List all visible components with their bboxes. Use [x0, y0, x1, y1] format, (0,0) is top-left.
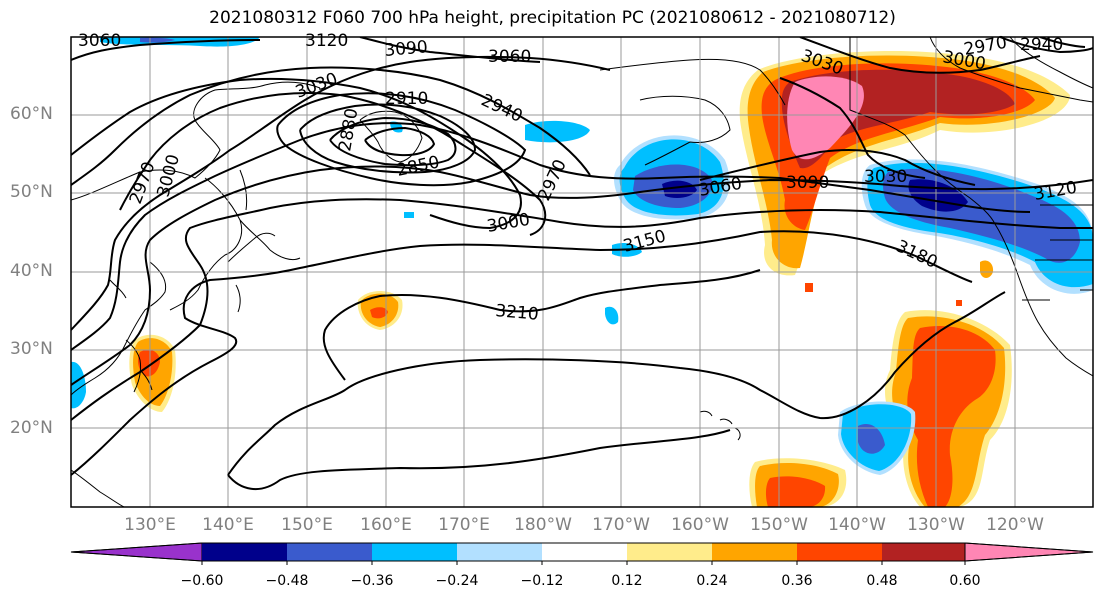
- precip-negative-small-5: [404, 212, 414, 218]
- lon-label: 170°E: [438, 515, 490, 535]
- map-title: 2021080312 F060 700 hPa height, precipit…: [209, 8, 896, 28]
- lon-label: 170°W: [592, 515, 650, 535]
- lat-label: 40°N: [10, 261, 53, 281]
- lat-label: 50°N: [10, 182, 53, 202]
- precip-negative-aleutian: [655, 142, 686, 154]
- lon-label: 130°E: [124, 515, 176, 535]
- colorbar-segment: [457, 543, 542, 561]
- contour-label: 3060: [78, 31, 121, 51]
- colorbar-tick-label: 0.24: [696, 573, 728, 589]
- lon-label: 150°E: [281, 515, 333, 535]
- precip-pink-gulf: [787, 76, 864, 160]
- precip-blue-hawaii: [858, 424, 885, 454]
- colorbar-segment: [627, 543, 712, 561]
- colorbar: [70, 542, 1094, 565]
- colorbar-tick-label: −0.12: [520, 573, 564, 589]
- colorbar-tick-label: −0.48: [265, 573, 309, 589]
- contour-3120: [71, 165, 1093, 386]
- precip-red-south: [765, 476, 826, 507]
- colorbar-tick-label: −0.24: [435, 573, 479, 589]
- contour-2910: [299, 103, 477, 174]
- colorbar-extend-high: [964, 542, 1094, 562]
- contour-2880: [329, 116, 457, 167]
- colorbar-segment: [542, 543, 627, 561]
- colorbar-tick-label: −0.36: [350, 573, 394, 589]
- lon-label: 160°E: [360, 515, 412, 535]
- colorbar-segment: [202, 543, 287, 561]
- lon-label: 180°W: [514, 515, 572, 535]
- colorbar-segment: [797, 543, 882, 561]
- coastline-asia: [71, 81, 321, 507]
- contour-label: 3120: [305, 31, 348, 51]
- colorbar-tick-label: −0.60: [180, 573, 224, 589]
- colorbar-segment: [372, 543, 457, 561]
- lat-label: 30°N: [10, 339, 53, 359]
- height-contours: [71, 37, 1093, 491]
- precip-navy-central-north: [662, 180, 697, 198]
- colorbar-segment: [287, 543, 372, 561]
- precip-negative-small-1: [525, 120, 590, 143]
- contour-3060-north: [71, 39, 611, 331]
- precip-spot-2: [805, 283, 813, 292]
- precip-red-subtropical: [907, 326, 996, 507]
- colorbar-segment: [712, 543, 797, 561]
- contour-label: 3210: [495, 301, 540, 325]
- coastline-alaska: [599, 37, 996, 225]
- coastline-canada: [929, 37, 1093, 103]
- lon-label: 150°W: [750, 515, 808, 535]
- coastline-japan: [227, 169, 276, 313]
- contour-3060-east: [699, 149, 976, 186]
- gridlines: [71, 37, 1093, 507]
- colorbar-extend-low: [70, 542, 203, 562]
- contour-3210: [227, 269, 1006, 491]
- lat-label: 20°N: [10, 418, 53, 438]
- colorbar-tick-label: 0.12: [611, 573, 643, 589]
- colorbar-segment: [882, 543, 965, 561]
- plot-frame: [70, 36, 1094, 508]
- contour-3090: [71, 37, 1031, 351]
- precip-red-midpacific: [370, 307, 388, 319]
- colorbar-tick-label: 0.48: [866, 573, 898, 589]
- colorbar-tick-label: 0.36: [781, 573, 813, 589]
- coastline-north-america: [994, 204, 1093, 377]
- lon-label: 140°E: [202, 515, 254, 535]
- contour-2940: [276, 37, 1086, 187]
- contour-3150: [71, 198, 1093, 421]
- contour-label: 3090: [786, 173, 829, 193]
- precip-negative-topleft-2: [140, 37, 175, 43]
- lon-label: 120°W: [986, 515, 1044, 535]
- contour-3000: [71, 37, 1041, 230]
- contour-2850: [364, 126, 436, 157]
- precip-negative-small-3: [605, 306, 619, 325]
- precip-spot-3: [956, 300, 962, 306]
- precip-spot-1: [980, 260, 994, 278]
- contour-label: 2940: [1020, 35, 1063, 55]
- contour-3030: [71, 66, 926, 186]
- coastline-hawaii: [699, 410, 741, 441]
- coastlines: [71, 37, 1093, 507]
- lon-label: 160°W: [671, 515, 729, 535]
- contour-label: 2910: [385, 89, 428, 109]
- precip-negative-westedge: [71, 361, 86, 409]
- lat-label: 60°N: [10, 104, 53, 124]
- contour-label: 3030: [864, 167, 907, 187]
- contour-label: 3060: [488, 47, 531, 67]
- contour-label: 3090: [384, 37, 429, 61]
- lon-label: 130°W: [907, 515, 965, 535]
- lon-label: 140°W: [828, 515, 886, 535]
- contour-3180: [71, 230, 973, 476]
- colorbar-tick-label: 0.60: [949, 573, 981, 589]
